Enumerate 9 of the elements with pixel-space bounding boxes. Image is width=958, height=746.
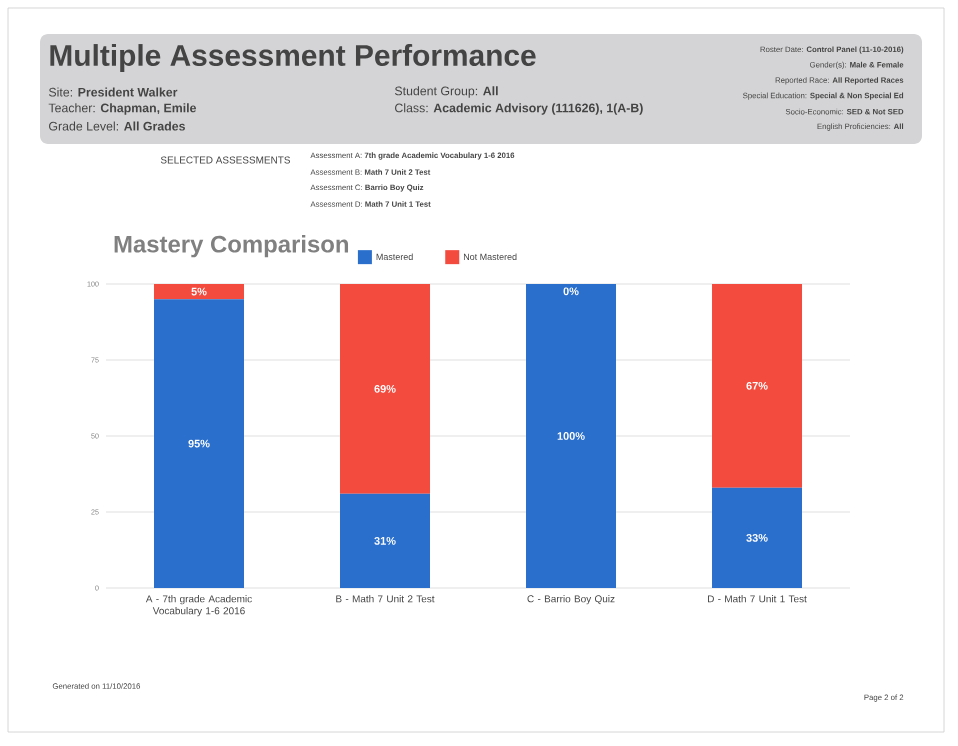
chart-title: Mastery Comparison bbox=[114, 235, 349, 258]
bar bbox=[340, 283, 431, 494]
bar bbox=[154, 283, 244, 300]
text: Multiple Assessment Performance bbox=[50, 44, 536, 72]
bar bbox=[712, 283, 803, 488]
bar bbox=[154, 299, 244, 588]
bar bbox=[526, 283, 617, 588]
bar bbox=[340, 493, 431, 588]
bar bbox=[712, 487, 803, 588]
